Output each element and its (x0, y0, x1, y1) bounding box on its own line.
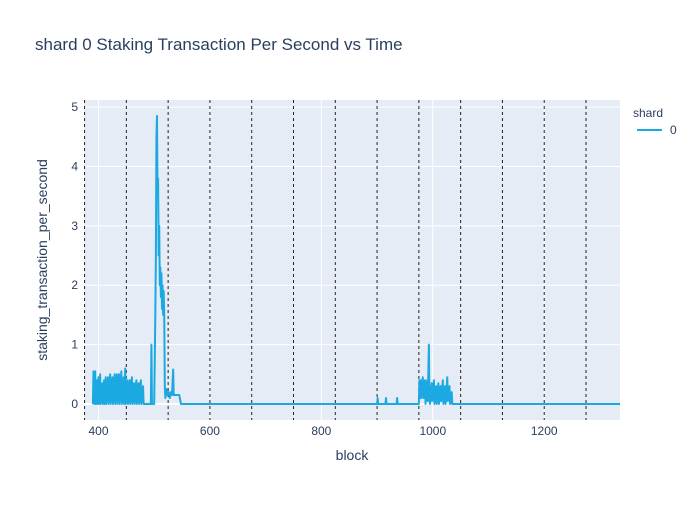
x-tick-label: 1200 (531, 424, 558, 438)
y-tick-label: 4 (71, 159, 78, 173)
chart-title: shard 0 Staking Transaction Per Second v… (35, 35, 403, 54)
legend-title: shard (633, 106, 663, 120)
x-axis-title: block (336, 447, 370, 463)
y-tick-label: 3 (71, 219, 78, 233)
x-tick-label: 600 (200, 424, 220, 438)
y-tick-label: 2 (71, 278, 78, 292)
y-tick-label: 1 (71, 338, 78, 352)
plot-area (84, 100, 620, 420)
x-tick-label: 400 (88, 424, 108, 438)
y-tick-label: 0 (71, 397, 78, 411)
legend-label: 0 (670, 123, 677, 137)
y-tick-label: 5 (71, 100, 78, 114)
series-line (91, 115, 620, 405)
x-tick-label: 1000 (419, 424, 446, 438)
x-tick-label: 800 (311, 424, 331, 438)
y-axis-title: staking_transaction_per_second (34, 159, 50, 361)
